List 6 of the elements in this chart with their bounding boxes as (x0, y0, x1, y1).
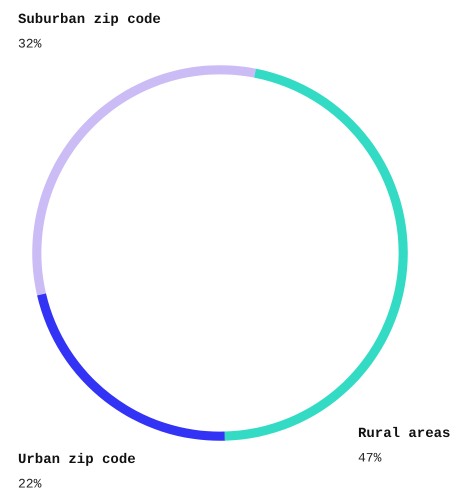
data-label: 47% (358, 450, 382, 466)
slice-label: Rural areas (358, 426, 450, 442)
data-label: 32% (18, 36, 42, 52)
slice-label: Urban zip code (18, 452, 136, 468)
slice-label: Suburban zip code (18, 12, 161, 28)
data-label: 22% (18, 476, 42, 492)
